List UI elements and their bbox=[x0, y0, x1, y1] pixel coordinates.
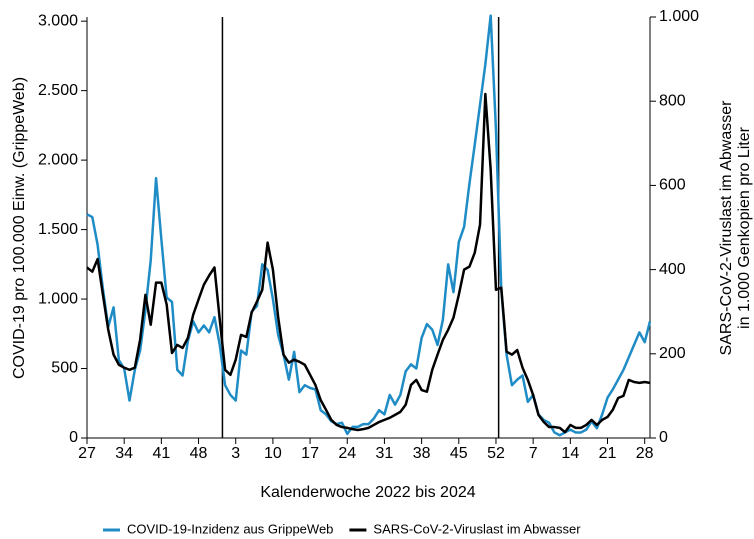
x-tick-label: 21 bbox=[599, 445, 617, 462]
x-tick-label: 52 bbox=[487, 445, 505, 462]
y-tick-label: 2.500 bbox=[38, 82, 78, 99]
x-tick-label: 45 bbox=[450, 445, 468, 462]
x-tick-label: 41 bbox=[152, 445, 170, 462]
x-tick-label: 24 bbox=[338, 445, 356, 462]
y2-tick-label: 600 bbox=[659, 177, 686, 194]
x-tick-label: 38 bbox=[413, 445, 431, 462]
legend-label: SARS-CoV-2-Viruslast im Abwasser bbox=[373, 521, 581, 536]
y-tick-label: 2.000 bbox=[38, 151, 78, 168]
legend-label: COVID-19-Inzidenz aus GrippeWeb bbox=[127, 521, 333, 536]
data-line bbox=[86, 14, 652, 437]
x-tick-label: 14 bbox=[561, 445, 579, 462]
y2-tick-label: 800 bbox=[659, 92, 686, 109]
y2-axis-title: SARS-CoV-2-Viruslast im Abwasser bbox=[718, 100, 735, 356]
x-tick-label: 10 bbox=[264, 445, 282, 462]
x-tick-label: 3 bbox=[231, 445, 240, 462]
x-tick-label: 27 bbox=[78, 445, 96, 462]
x-tick-label: 48 bbox=[190, 445, 208, 462]
y2-tick-label: 400 bbox=[659, 261, 686, 278]
data-line bbox=[86, 92, 651, 434]
y-tick-label: 1.500 bbox=[38, 221, 78, 238]
x-axis-title: Kalenderwoche 2022 bis 2024 bbox=[260, 484, 475, 501]
y2-tick-label: 1.000 bbox=[659, 8, 699, 25]
y2-tick-label: 200 bbox=[659, 345, 686, 362]
x-tick-label: 34 bbox=[115, 445, 133, 462]
y-tick-label: 500 bbox=[51, 360, 78, 377]
y-axis-title: COVID-19 pro 100.000 Einw. (GrippeWeb) bbox=[11, 77, 28, 379]
y-tick-label: 3.000 bbox=[38, 12, 78, 29]
y2-axis-title: in 1.000 Genkopien pro Liter bbox=[736, 126, 753, 329]
x-tick-label: 17 bbox=[301, 445, 319, 462]
y-tick-label: 0 bbox=[69, 429, 78, 446]
x-tick-label: 28 bbox=[636, 445, 654, 462]
x-tick-label: 31 bbox=[376, 445, 394, 462]
x-tick-label: 7 bbox=[529, 445, 538, 462]
y2-tick-label: 0 bbox=[659, 429, 668, 446]
y-tick-label: 1.000 bbox=[38, 290, 78, 307]
